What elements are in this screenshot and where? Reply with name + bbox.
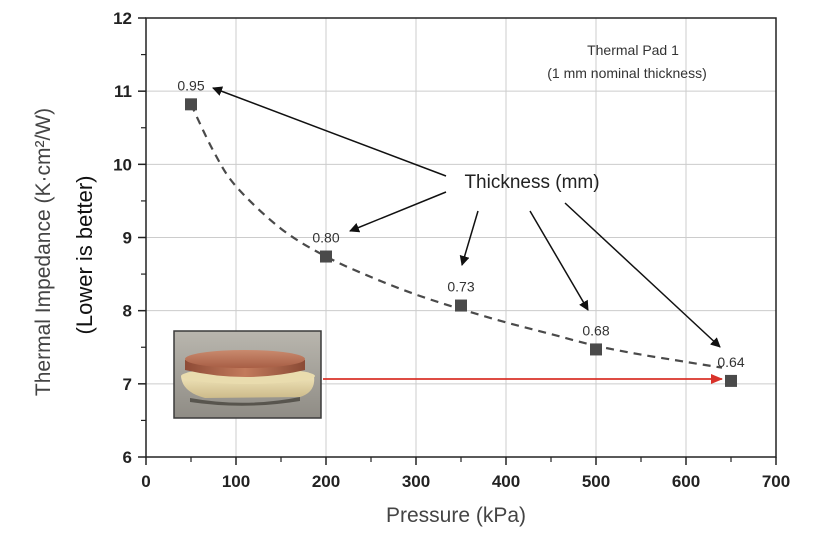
y-tick-label: 12 bbox=[113, 9, 132, 28]
x-tick-label: 600 bbox=[672, 472, 700, 491]
plot-frame bbox=[138, 17, 777, 465]
thermal-pad-photo bbox=[173, 330, 322, 419]
data-point-label: 0.64 bbox=[717, 354, 744, 370]
y-tick-label: 11 bbox=[114, 82, 132, 101]
data-point-marker bbox=[590, 343, 602, 356]
data-labels: 0.95 0.80 0.73 0.68 0.64 bbox=[177, 77, 744, 370]
callout-arrow-3 bbox=[459, 210, 479, 266]
data-point-marker bbox=[455, 299, 467, 312]
y-tick-label: 9 bbox=[123, 229, 132, 248]
data-point-marker bbox=[185, 98, 197, 111]
y-tick-label: 8 bbox=[123, 302, 132, 321]
callout-arrow-4 bbox=[529, 210, 589, 311]
x-tick-label: 700 bbox=[762, 472, 790, 491]
callout-arrow-2 bbox=[349, 191, 447, 233]
x-axis-title: Pressure (kPa) bbox=[386, 504, 526, 527]
data-points bbox=[185, 98, 737, 387]
data-point-label: 0.68 bbox=[582, 322, 609, 338]
data-point-label: 0.73 bbox=[447, 279, 474, 295]
x-tick-label: 200 bbox=[312, 472, 340, 491]
y-axis-title: Thermal Impedance (K·cm²/W) bbox=[32, 108, 55, 396]
fit-curve-layer bbox=[190, 103, 723, 369]
x-tick-label: 0 bbox=[141, 472, 150, 491]
y-tick-label: 6 bbox=[123, 448, 132, 467]
data-point-label: 0.95 bbox=[177, 77, 204, 93]
x-tick-label: 100 bbox=[222, 472, 250, 491]
x-tick-label: 500 bbox=[582, 472, 610, 491]
y-axis-subtitle: (Lower is better) bbox=[72, 176, 97, 335]
callout-arrow-1 bbox=[212, 86, 447, 177]
chart-annotation-title: Thermal Pad 1 bbox=[587, 42, 679, 58]
y-tick-label: 7 bbox=[123, 375, 132, 394]
data-point-label: 0.80 bbox=[312, 230, 339, 246]
callout-arrow-5 bbox=[564, 202, 721, 348]
y-tick-label: 10 bbox=[113, 155, 132, 174]
callout-arrows bbox=[212, 86, 721, 348]
thickness-callout: Thickness (mm) bbox=[464, 172, 599, 193]
data-point-marker bbox=[320, 250, 332, 263]
x-tick-label: 400 bbox=[492, 472, 520, 491]
plot-border bbox=[145, 17, 777, 458]
x-tick-label: 300 bbox=[402, 472, 430, 491]
data-point-marker bbox=[725, 374, 737, 387]
tick-labels: 0 100 200 300 400 500 600 700 6 7 8 9 10 11 12 bbox=[113, 9, 790, 491]
fit-curve-dashed bbox=[190, 103, 723, 369]
chart-annotation-subtitle: (1 mm nominal thickness) bbox=[547, 65, 707, 81]
